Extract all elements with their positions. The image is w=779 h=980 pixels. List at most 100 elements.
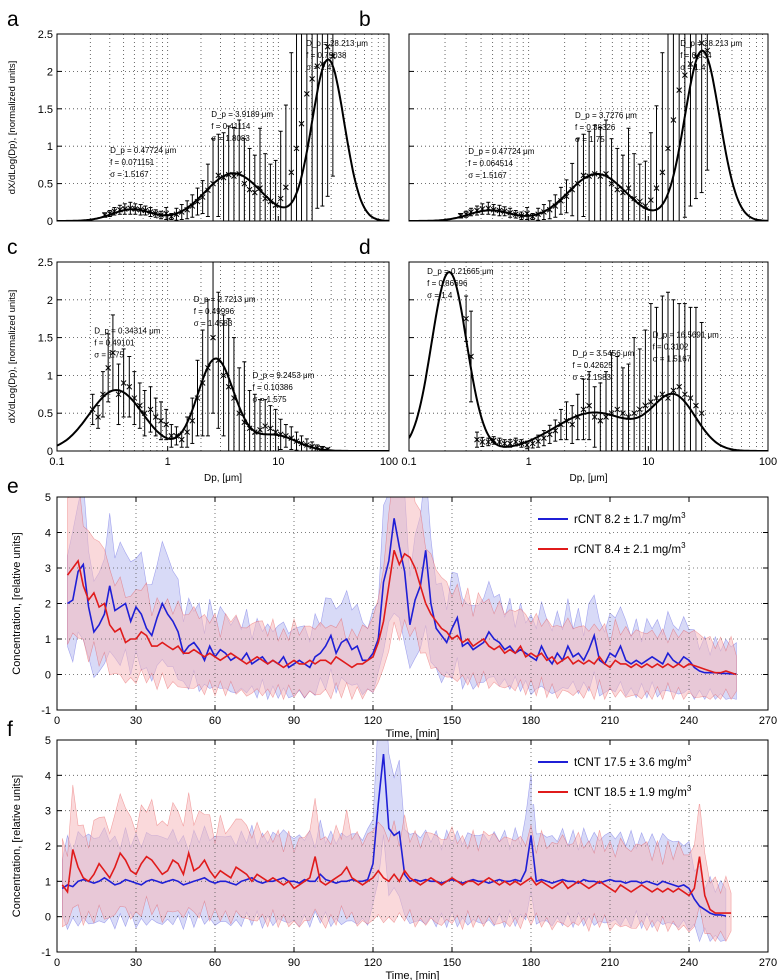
data-marker [524,442,530,448]
data-marker [241,180,248,187]
mode-sigma-label: σ = 1.5167 [653,354,692,363]
x-tick-label: 0 [54,715,60,727]
mode-diameter-label: D_p = 16.5691 μm [653,330,720,339]
fit-curve [409,49,768,221]
x-tick-label: 90 [288,715,300,727]
data-marker [659,391,666,398]
mode-sigma-label: σ = 1.75 [94,350,124,359]
mode-sigma-label: σ = 2.1583 [572,373,611,382]
data-marker [210,334,216,341]
x-tick-label: 210 [601,957,619,969]
mode-diameter-label: D_p = 3.9189 μm [211,110,273,119]
data-marker [479,439,486,445]
data-marker [541,435,547,442]
data-marker [257,426,263,433]
mode-sigma-label: σ = 1.4 [306,63,332,72]
data-marker [189,417,196,424]
x-axis-label: Dp, [μm] [570,473,608,484]
panel-d: 0.1 1 10 100 d Dp, [μm] D_p = 0.21665 μm f = 0.… [359,236,777,484]
ticks [56,33,390,222]
panel-label: c [7,236,18,259]
x-tick-label: 1 [526,456,532,468]
data-marker [163,421,170,428]
y-tick-label: 1 [45,876,51,888]
mode-diameter-label: D_p = 0.34314 μm [94,326,161,335]
data-marker [569,421,576,428]
mode-fraction-label: f = 0.42625 [572,361,613,370]
series-line [61,754,727,917]
mode-diameter-label: D_p = 28.213 μm [680,39,742,48]
data-marker [314,63,321,70]
legend-label: rCNT 8.4 ± 2.1 mg/m3 [574,541,686,556]
panel-label: f [7,718,13,741]
grid [57,740,768,952]
data-marker [512,439,519,445]
legend-bg [532,505,754,531]
data-marker [693,402,699,409]
x-tick-label: 90 [288,957,300,969]
x-axis-label: Time, [min] [386,728,440,740]
y-tick-label: 0.5 [38,408,53,420]
ticks [56,261,390,452]
data-marker [474,436,480,443]
y-tick-label: 2 [47,66,53,78]
x-tick-label: 0 [54,957,60,969]
data-marker [653,395,660,401]
data-marker [147,406,154,413]
mode-diameter-label: D_p = 2.7213 μm [194,295,256,304]
x-tick-label: 240 [680,957,698,969]
data-marker [324,43,331,50]
panel-a: 0 0.5 1 1.5 2 2.5 a dX/dLog(Dp), [normalized un… [7,8,390,228]
y-tick-label: 5 [45,492,51,504]
y-tick-label: 5 [45,735,51,747]
data-marker [507,440,513,447]
data-marker [529,440,536,447]
data-marker [620,410,626,417]
legend-label: tCNT 17.5 ± 3.6 mg/m3 [574,754,692,769]
legend-superscript: 3 [681,541,686,550]
data-marker [262,423,269,429]
data-marker [698,40,705,46]
panel-e: 0 30 60 90 120 150 180 210 240 270-1012345eTime, … [7,475,777,740]
data-marker [580,172,587,179]
data-marker [625,185,632,191]
data-marker [158,417,164,424]
data-marker [586,402,592,409]
legend-bg [532,778,754,804]
data-marker [535,438,541,445]
data-marker [485,439,492,445]
measured-points [463,291,705,451]
panel-f: 0 30 60 90 120 150 180 210 240 270-1012345fTime, … [7,718,777,980]
data-marker [501,440,508,447]
x-tick-label: 240 [680,715,698,727]
y-axis-label: dX/dLog(Dp), [normalized units] [7,61,18,195]
data-marker [283,184,289,191]
y-tick-label: 2 [45,841,51,853]
axes-box [56,261,390,452]
y-tick-label: 3 [45,806,51,818]
data-marker [591,414,598,420]
y-tick-label: 0 [47,216,53,228]
data-marker [682,72,688,78]
mode-fraction-label: f = 0.064514 [468,159,513,168]
data-marker [614,406,621,413]
data-marker [648,197,654,203]
data-marker [558,197,564,204]
data-marker [105,364,112,371]
x-tick-label: 30 [130,957,142,969]
data-marker [552,427,559,434]
data-marker [670,117,677,123]
grid [57,262,389,451]
data-marker [631,195,637,202]
data-marker [648,399,654,405]
ticks [56,496,769,711]
data-marker [298,120,305,127]
legend-bg [532,535,754,561]
y-tick-label: -1 [41,947,51,959]
x-tick-label: 270 [759,957,777,969]
data-marker [246,186,253,193]
axes-box [56,33,390,222]
panel-label: d [359,236,371,259]
series-line [61,849,732,914]
x-tick-label: 120 [364,715,382,727]
